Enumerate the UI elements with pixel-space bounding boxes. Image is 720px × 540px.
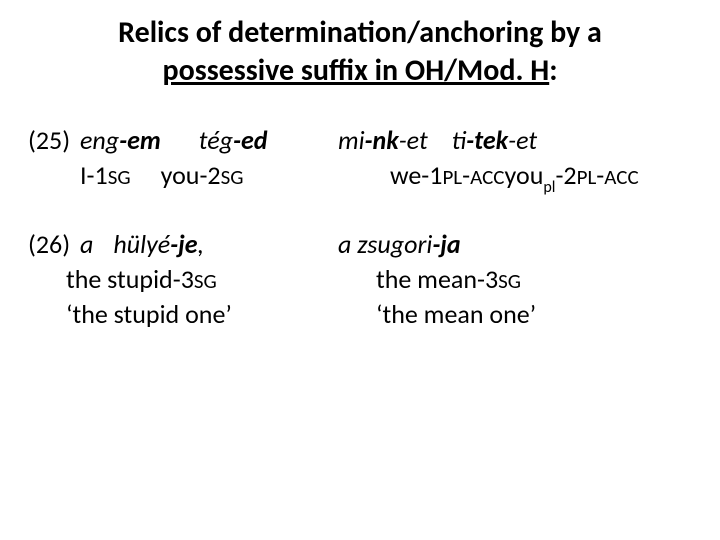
ex25-r2c: PL <box>442 164 462 190</box>
ex26-l2a: the stupid- <box>66 263 181 295</box>
ex25-l2-right: we-1PL-ACCyoupl-2PL-ACC <box>390 158 692 197</box>
ex25-r2f: you <box>505 159 544 191</box>
example-25: (25)eng-emtég-ed mi-nk-etti-tek-et I-1SG… <box>28 123 692 197</box>
ex25-l2b: 1 <box>95 159 108 191</box>
slide-title: Relics of determination/anchoring by a p… <box>58 14 662 89</box>
title-line2-underlined: possessive suffix in OH/Mod. H <box>163 52 550 89</box>
ex25-l2e: 2 <box>207 159 220 191</box>
ex26-number: (26) <box>28 227 80 262</box>
ex26-r1b: -ja <box>432 228 460 260</box>
ex25-r1f: -et <box>508 124 537 156</box>
ex26-r2b: 3 <box>485 263 498 295</box>
ex25-line2: I-1SGyou-2SG we-1PL-ACCyoupl-2PL-ACC <box>28 158 692 197</box>
ex25-r1b: -nk <box>365 124 399 156</box>
ex25-r1d: ti <box>452 124 467 156</box>
ex26-l2-right: the mean-3SG <box>376 262 692 297</box>
ex26-l1c: -je <box>170 228 197 260</box>
ex26-r2a: the mean- <box>376 263 485 295</box>
ex25-r2j: PL <box>577 164 597 190</box>
ex25-l2d: you- <box>161 159 208 191</box>
ex25-r2a: we- <box>390 159 429 191</box>
ex25-l2-left: I-1SGyou-2SG <box>28 158 390 197</box>
ex26-line3: ‘the stupid one’ ‘the mean one’ <box>28 297 692 332</box>
ex26-l2-left: the stupid-3SG <box>28 262 376 297</box>
ex25-r2l: ACC <box>604 164 638 190</box>
ex26-l1b: hülyé <box>113 228 170 260</box>
ex26-line1: (26)ahülyé-je, a zsugori-ja <box>28 227 692 262</box>
ex26-l2c: SG <box>194 268 217 294</box>
ex26-r2c: SG <box>498 268 521 294</box>
ex26-l3-left: ‘the stupid one’ <box>28 297 376 332</box>
ex26-r1a: a zsugori <box>338 228 432 260</box>
ex26-l1a: a <box>80 228 93 260</box>
ex26-l3-right: ‘the mean one’ <box>376 297 692 332</box>
ex25-r1a: mi <box>338 124 365 156</box>
ex26-l1-right: a zsugori-ja <box>338 227 692 262</box>
ex25-r2d: - <box>462 159 470 191</box>
ex25-l2f: SG <box>221 164 244 190</box>
ex25-l1b: -em <box>119 124 161 156</box>
ex25-r2g: pl <box>543 178 555 197</box>
ex25-number: (25) <box>28 123 80 158</box>
ex25-l1a: eng <box>80 124 119 156</box>
ex26-l2b: 3 <box>181 263 194 295</box>
ex25-l2c: SG <box>108 164 131 190</box>
ex25-l1d: -ed <box>233 124 267 156</box>
ex25-l1-left: (25)eng-em tég-ed <box>28 123 338 158</box>
example-26: (26)ahülyé-je, a zsugori-ja the stupid-3… <box>28 227 692 332</box>
ex26-l1d: , <box>198 228 205 260</box>
ex26-r3: ‘the mean one’ <box>376 298 536 330</box>
ex25-r1c: -et <box>399 124 428 156</box>
ex26-l1-left: (26)ahülyé-je, <box>28 227 338 262</box>
ex25-l2a: I- <box>80 159 95 191</box>
title-line2-colon: : <box>549 52 557 89</box>
slide: Relics of determination/anchoring by a p… <box>0 0 720 540</box>
ex25-l1-right: mi-nk-etti-tek-et <box>338 123 692 158</box>
ex25-l1c: tég <box>199 124 233 156</box>
ex25-line1: (25)eng-emtég-ed mi-nk-etti-tek-et <box>28 123 692 158</box>
ex25-r2b: 1 <box>429 159 442 191</box>
ex25-r1e: -tek <box>466 124 508 156</box>
ex26-line2: the stupid-3SG the mean-3SG <box>28 262 692 297</box>
ex26-l3: ‘the stupid one’ <box>66 298 232 330</box>
ex25-r2e: ACC <box>470 164 504 190</box>
title-line1: Relics of determination/anchoring by a <box>118 14 602 51</box>
ex25-r2i: 2 <box>563 159 576 191</box>
